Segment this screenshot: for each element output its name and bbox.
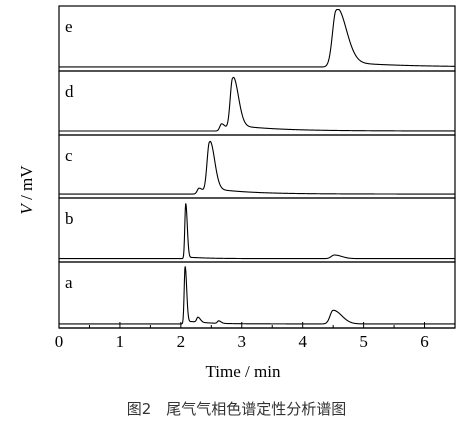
x-tick-label: 2 bbox=[177, 332, 186, 351]
series-line-d bbox=[59, 76, 455, 132]
panel-label-b: b bbox=[65, 209, 74, 228]
series-line-c bbox=[59, 140, 455, 195]
panel-label-a: a bbox=[65, 273, 73, 292]
series-line-a bbox=[59, 266, 455, 325]
series-line-b bbox=[59, 203, 455, 260]
chromatogram-panel-a: a bbox=[58, 261, 456, 329]
panels-layer: e d c b a bbox=[58, 5, 456, 329]
y-axis-label-unit: / mV bbox=[17, 165, 36, 204]
panel-frame-c bbox=[58, 134, 456, 199]
x-tick-label: 6 bbox=[420, 332, 429, 351]
y-axis-label: V / mV bbox=[17, 165, 36, 215]
panel-label-d: d bbox=[65, 82, 74, 101]
x-tick-label: 0 bbox=[55, 332, 64, 351]
figure-caption: 图2 尾气气相色谱定性分析谱图 bbox=[126, 400, 347, 418]
y-axis-label-symbol: V bbox=[17, 202, 36, 215]
x-tick-label: 5 bbox=[359, 332, 368, 351]
x-tick-label: 1 bbox=[116, 332, 125, 351]
x-axis: 0 1 2 3 4 5 6 bbox=[55, 322, 456, 351]
panel-label-e: e bbox=[65, 17, 73, 36]
x-tick-label: 4 bbox=[298, 332, 307, 351]
panel-frame-a bbox=[58, 261, 456, 329]
panel-frame-d bbox=[58, 70, 456, 136]
panel-label-c: c bbox=[65, 146, 73, 165]
chromatogram-panel-e: e bbox=[58, 5, 456, 72]
series-line-e bbox=[59, 9, 455, 68]
chromatogram-panel-d: d bbox=[58, 70, 456, 136]
panel-frame-b bbox=[58, 197, 456, 263]
x-axis-label: Time / min bbox=[206, 362, 281, 381]
chromatogram-panel-c: c bbox=[58, 134, 456, 199]
panel-frame-e bbox=[58, 5, 456, 72]
x-tick-label: 3 bbox=[238, 332, 247, 351]
chromatogram-panel-b: b bbox=[58, 197, 456, 263]
